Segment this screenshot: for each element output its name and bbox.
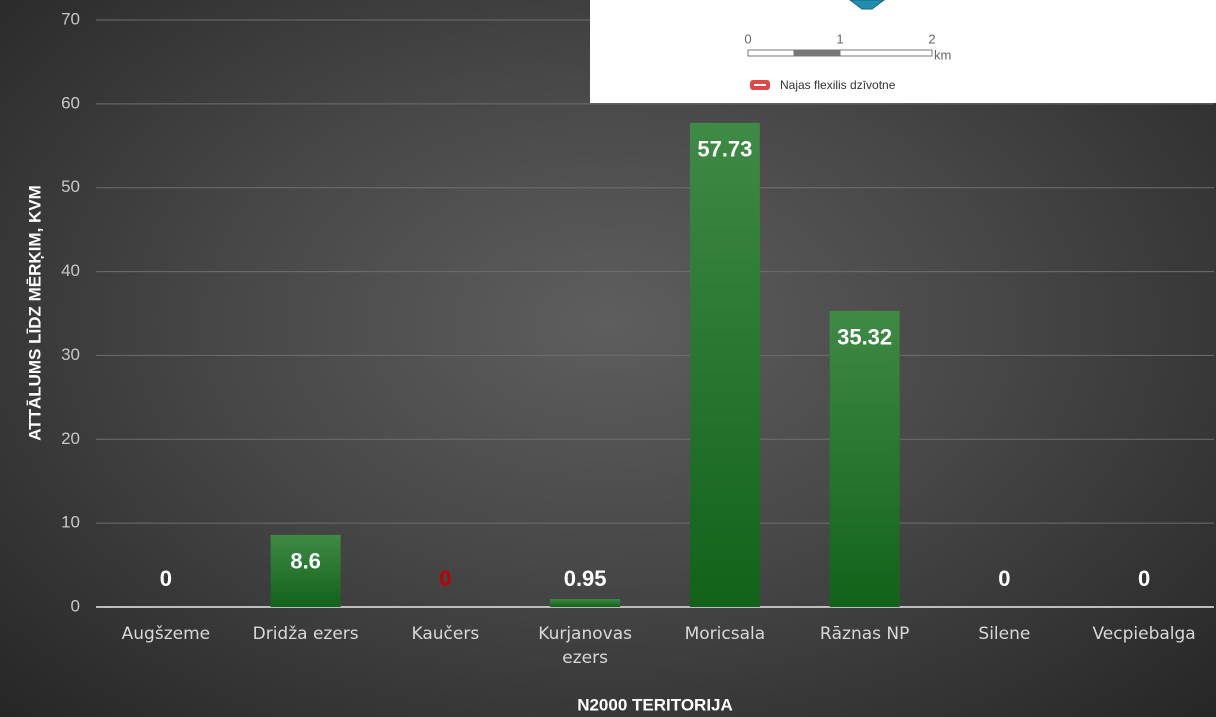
bar — [550, 599, 620, 607]
scale-label: 2 — [928, 31, 935, 46]
x-tick-label: Augšzeme — [106, 622, 226, 646]
y-axis-title: ATTĀLUMS LĪDZ MĒRĶIM, KVM — [25, 185, 44, 441]
value-label: 0 — [998, 566, 1010, 591]
y-tick-label: 10 — [61, 513, 80, 532]
bar — [830, 311, 900, 607]
scale-segment — [794, 50, 840, 56]
legend-label: Najas flexilis dzīvotne — [780, 78, 896, 92]
x-tick-label: Kurjanovas ezers — [525, 622, 645, 670]
value-label: 0 — [1138, 566, 1150, 591]
y-tick-label: 60 — [61, 93, 80, 112]
scale-segment — [748, 50, 794, 56]
value-label: 0 — [439, 566, 451, 591]
value-label: 0.95 — [564, 566, 607, 591]
y-tick-label: 30 — [61, 345, 80, 364]
legend-swatch-line — [754, 84, 766, 86]
value-label: 35.32 — [837, 325, 892, 350]
scale-unit: km — [934, 47, 951, 62]
x-axis-title: N2000 TERITORIJA — [577, 695, 733, 714]
bar — [690, 123, 760, 607]
value-label: 57.73 — [697, 137, 752, 162]
scale-segment — [840, 50, 932, 56]
x-tick-label: Vecpiebalga — [1084, 622, 1204, 646]
y-tick-label: 70 — [61, 9, 80, 28]
y-tick-label: 20 — [61, 429, 80, 448]
value-label: 8.6 — [290, 549, 321, 574]
chart: ATTĀLUMS LĪDZ MĒRĶIM, KVM N2000 TERITORI… — [0, 0, 1216, 717]
x-tick-label: Kaučers — [386, 622, 506, 646]
x-tick-label: Moricsala — [665, 622, 785, 646]
page: {"chart_data": {"type": "bar", "categori… — [0, 0, 1216, 717]
x-tick-label: Dridža ezers — [246, 622, 366, 646]
value-label: 0 — [160, 566, 172, 591]
x-tick-label: Rāznas NP — [805, 622, 925, 646]
scale-label: 1 — [836, 31, 843, 46]
y-tick-label: 0 — [71, 596, 80, 615]
scale-label: 0 — [744, 31, 751, 46]
map-inset: 0 1 2km Najas flexilis dzīvotne — [590, 0, 1216, 103]
y-tick-label: 40 — [61, 261, 80, 280]
x-tick-label: Silene — [945, 622, 1065, 646]
y-tick-label: 50 — [61, 177, 80, 196]
